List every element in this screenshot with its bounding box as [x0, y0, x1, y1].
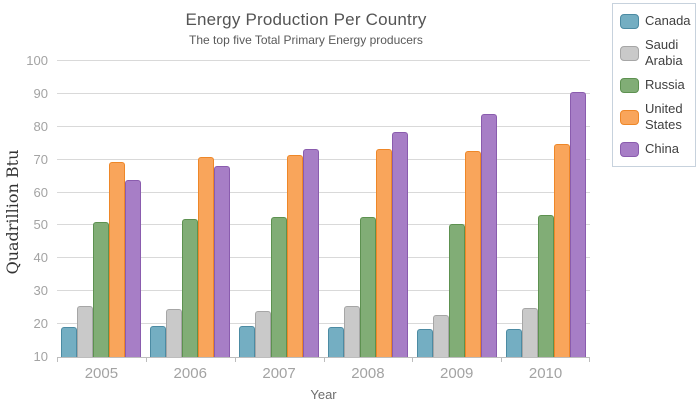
- legend-item-russia[interactable]: Russia: [620, 77, 688, 93]
- bar-group-2010: [501, 61, 590, 357]
- x-axis-tick: [501, 357, 502, 362]
- bar-russia[interactable]: [448, 223, 465, 357]
- bar-group-2008: [323, 61, 412, 357]
- bar-china[interactable]: [125, 179, 142, 357]
- x-axis-tick: [324, 357, 325, 362]
- bar-china[interactable]: [214, 166, 231, 357]
- bar-canada[interactable]: [416, 328, 433, 357]
- bar-russia[interactable]: [271, 216, 288, 357]
- bar-united-states[interactable]: [109, 161, 126, 357]
- x-tick-label: 2010: [528, 365, 563, 382]
- bar-china[interactable]: [569, 92, 586, 357]
- legend: Canada Saudi Arabia Russia United States Chi…: [612, 3, 696, 167]
- bar-united-states[interactable]: [553, 143, 570, 357]
- grid-line: [57, 323, 590, 325]
- grid-line: [57, 92, 590, 94]
- bar-saudi-arabia[interactable]: [166, 308, 183, 357]
- bar-china[interactable]: [391, 132, 408, 357]
- x-tick-label: 2009: [440, 365, 474, 382]
- bar-china[interactable]: [480, 113, 497, 357]
- bar-groups: [57, 61, 590, 357]
- bar-russia[interactable]: [537, 214, 554, 357]
- y-tick-label: 40: [33, 250, 48, 266]
- bar-group-2007: [235, 61, 324, 357]
- bar-saudi-arabia[interactable]: [432, 315, 449, 357]
- y-tick-label: 100: [26, 53, 48, 68]
- x-tick-label: 2007: [262, 365, 296, 382]
- legend-item-saudi-arabia[interactable]: Saudi Arabia: [620, 37, 688, 69]
- bar-canada[interactable]: [505, 329, 522, 357]
- legend-swatch-icon: [620, 109, 639, 125]
- y-tick-label: 20: [33, 316, 48, 332]
- legend-label: Canada: [645, 13, 691, 28]
- grid-line: [57, 158, 590, 160]
- x-axis-tick: [146, 357, 147, 362]
- chart-subtitle: The top five Total Primary Energy produc…: [189, 33, 423, 47]
- bar-russia[interactable]: [182, 218, 199, 357]
- x-axis-tick: [412, 357, 413, 362]
- legend-swatch-icon: [620, 141, 639, 157]
- legend-label: Saudi Arabia: [645, 37, 683, 68]
- bar-canada[interactable]: [239, 325, 256, 357]
- legend-label: Russia: [645, 77, 685, 92]
- legend-label: China: [645, 141, 679, 156]
- y-tick-label: 80: [33, 118, 48, 134]
- grid-line: [57, 290, 590, 292]
- x-tick-label: 2005: [84, 365, 119, 382]
- bar-saudi-arabia[interactable]: [521, 308, 538, 357]
- y-tick-label: 30: [33, 283, 48, 299]
- y-tick-label: 90: [33, 85, 48, 101]
- legend-item-china[interactable]: China: [620, 141, 688, 157]
- grid-line: [57, 125, 590, 127]
- y-axis-tick-labels: 10 20 30 40 50 60 70 80 90 100: [0, 54, 48, 364]
- grid-line: [57, 257, 590, 259]
- bar-canada[interactable]: [150, 326, 167, 357]
- bar-united-states[interactable]: [198, 157, 215, 357]
- y-tick-label: 10: [33, 349, 48, 364]
- bar-russia[interactable]: [359, 216, 376, 357]
- legend-item-united-states[interactable]: United States: [620, 101, 688, 133]
- grid-line: [57, 224, 590, 226]
- x-tick-label: 2006: [173, 365, 207, 382]
- grid-line: [57, 191, 590, 193]
- legend-label: United States: [645, 101, 683, 132]
- x-axis-tick: [235, 357, 236, 362]
- y-tick-label: 60: [33, 184, 48, 200]
- chart-title: Energy Production Per Country: [185, 10, 427, 29]
- y-tick-label: 50: [33, 217, 48, 233]
- bar-china[interactable]: [303, 148, 320, 357]
- legend-item-canada[interactable]: Canada: [620, 13, 691, 29]
- plot-area: [57, 60, 590, 362]
- grid-line: [57, 60, 590, 61]
- bar-canada[interactable]: [61, 327, 78, 357]
- legend-swatch-icon: [620, 77, 639, 93]
- y-tick-label: 70: [33, 151, 48, 167]
- legend-swatch-icon: [620, 45, 639, 61]
- x-axis-tick: [57, 357, 58, 362]
- bar-group-2009: [412, 61, 501, 357]
- x-axis-title: Year: [310, 387, 337, 402]
- legend-swatch-icon: [620, 13, 639, 29]
- bar-russia[interactable]: [93, 221, 110, 357]
- bar-united-states[interactable]: [375, 149, 392, 357]
- bar-saudi-arabia[interactable]: [343, 306, 360, 357]
- bar-group-2006: [146, 61, 235, 357]
- bar-canada[interactable]: [327, 327, 344, 357]
- bar-group-2005: [57, 61, 146, 357]
- bar-united-states[interactable]: [287, 155, 304, 357]
- bar-saudi-arabia[interactable]: [255, 311, 272, 357]
- bar-united-states[interactable]: [464, 151, 481, 357]
- x-tick-label: 2008: [351, 365, 385, 382]
- bar-saudi-arabia[interactable]: [77, 305, 94, 357]
- x-axis-tick: [589, 357, 590, 362]
- x-axis-tick-labels: 2005 2006 2007 2008 2009 2010: [57, 365, 590, 382]
